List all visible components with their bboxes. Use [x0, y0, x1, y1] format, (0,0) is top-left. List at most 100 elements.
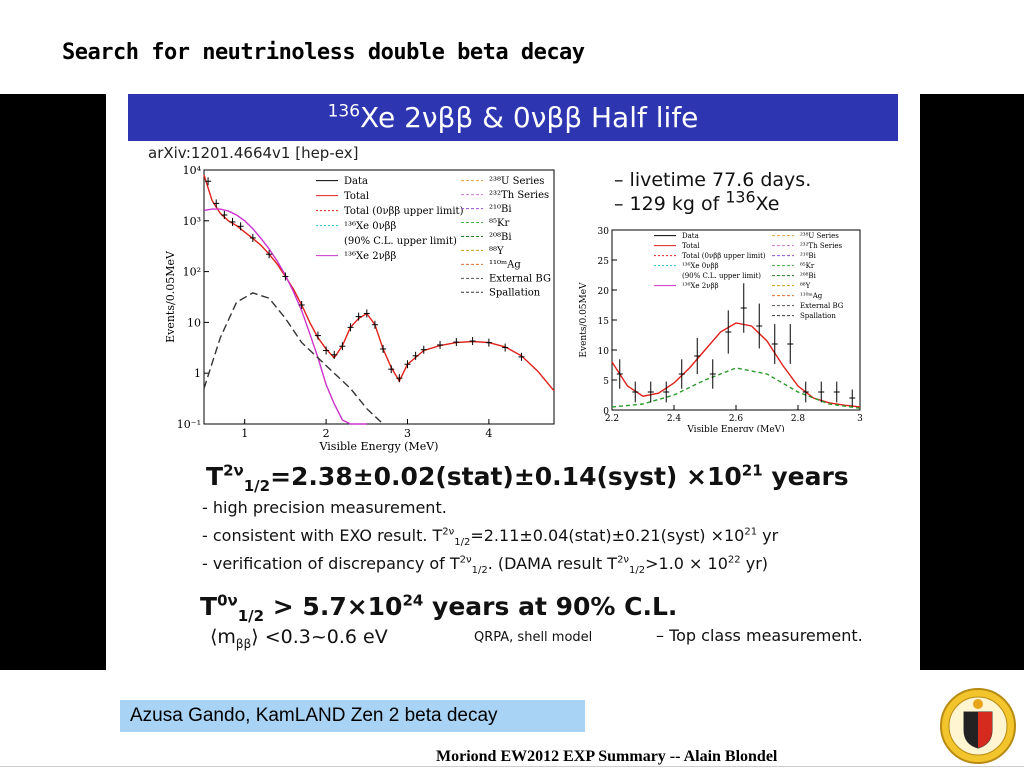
x-tick-label: 2.4 [667, 414, 682, 424]
slide-title: Search for neutrinoless double beta deca… [62, 40, 585, 65]
b3-exp: 22 [727, 554, 741, 566]
legend-entry: (90% C.L. upper limit) [682, 272, 761, 280]
r1-exp: 21 [741, 461, 763, 480]
legend-entry: Total (0νββ upper limit) [682, 252, 766, 260]
legend-entry: Data [344, 176, 368, 187]
y-tick-label: 10⁴ [183, 164, 202, 177]
spectrum-plot-full: 10⁻¹ 1 10 10² 10³ 10⁴ 1 2 3 4 Visible Energy (MeV)… [164, 164, 555, 453]
b2-text: - consistent with EXO result. T [202, 526, 443, 545]
y-tick-label: 10 [598, 347, 610, 357]
university-seal-logo [940, 688, 1016, 764]
x-tick-label: 2 [323, 427, 330, 440]
series-line [203, 292, 384, 425]
legend-entry: Total [344, 191, 369, 202]
top-class-note: – Top class measurement. [656, 626, 863, 645]
y-tick-label: 10⁻¹ [177, 418, 201, 431]
footer-divider [0, 766, 1024, 767]
legend-entry: ²³²Th Series [489, 190, 549, 201]
legend-entry: ⁸⁵Kr [800, 262, 815, 270]
legend-entry: ²¹⁰Bi [489, 204, 512, 215]
r2-value: > 5.7×10 [264, 592, 403, 621]
note-livetime: – livetime 77.6 days. [614, 168, 811, 192]
x-tick-label: 4 [485, 427, 492, 440]
series-line [611, 367, 861, 409]
note-mass: – 129 kg of 136Xe [614, 189, 811, 216]
majorana-mass-limit: ⟨mββ⟩ <0.3~0.6 eV [210, 626, 388, 651]
legend-entry: ²³²Th Series [800, 242, 842, 250]
y-tick-label: 15 [598, 317, 610, 327]
x-tick-label: 1 [241, 427, 248, 440]
legend-entry: ²⁰⁸Bi [800, 272, 817, 280]
legend-entry: External BG [800, 302, 844, 310]
model-note: QRPA, shell model [474, 630, 593, 645]
legend-entry: ¹³⁶Xe 0νββ [682, 262, 719, 270]
legend-entry: ¹³⁶Xe 2νββ [344, 251, 396, 262]
figure-panel: 136Xe 2νββ & 0νββ Half life arXiv:1201.4… [106, 94, 920, 670]
note-mass-element: Xe [755, 193, 780, 215]
r2-unit: years at 90% C.L. [423, 592, 678, 621]
r1-value: =2.38±0.02(stat)±0.14(syst) ×10 [270, 462, 742, 491]
b2-sup: 2ν [442, 526, 455, 538]
legend-entry: ¹¹⁰ᵐAg [800, 292, 823, 300]
x-tick-label: 3 [857, 414, 863, 424]
arxiv-reference: arXiv:1201.4664v1 [hep-ex] [148, 144, 359, 162]
b3-text: - verification of discrepancy of T [202, 554, 460, 573]
y-tick-label: 1 [194, 367, 201, 380]
y-tick-label: 25 [598, 257, 610, 267]
b3-sup2: 2ν [617, 554, 630, 566]
legend-entry: ⁸⁸Y [800, 282, 811, 290]
result-0nu-halflife: T0ν1/2 > 5.7×1024 years at 90% C.L. [200, 592, 678, 624]
exposure-notes: – livetime 77.6 days. – 129 kg of 136Xe [614, 168, 811, 216]
r1-unit: years [762, 462, 849, 491]
plot-frame [203, 169, 555, 425]
note-mass-text: – 129 kg of [614, 193, 726, 215]
y-axis-label: Events/0.05MeV [579, 282, 589, 358]
y-tick-label: 10 [187, 316, 201, 329]
b3-sup: 2ν [459, 554, 472, 566]
legend-entry: Total (0νββ upper limit) [344, 206, 464, 217]
mbb-sub: ββ [235, 636, 252, 651]
note-mass-isotope: 136 [725, 187, 756, 207]
y-tick-label: 5 [603, 377, 609, 387]
x-tick-label: 2.6 [729, 414, 744, 424]
legend-entry: Spallation [800, 312, 836, 320]
b3-sub: 1/2 [471, 565, 488, 577]
banner-isotope: 136 [327, 101, 361, 122]
b3-val: >1.0 × 10 [645, 554, 728, 573]
r1-sup: 2ν [223, 461, 244, 480]
r1-sub: 1/2 [243, 477, 271, 495]
x-tick-label: 3 [404, 427, 411, 440]
mbb-open: ⟨m [210, 626, 236, 648]
legend-entry: (90% C.L. upper limit) [344, 236, 457, 247]
b2-sub: 1/2 [454, 537, 471, 549]
legend-entry: ⁸⁵Kr [489, 218, 509, 229]
legend-entry: ²¹⁰Bi [800, 252, 817, 260]
x-tick-label: 2.2 [605, 414, 619, 424]
legend-entry: ²³⁸U Series [489, 176, 544, 187]
result-2nu-halflife: T2ν1/2=2.38±0.02(stat)±0.14(syst) ×1021 … [206, 461, 849, 494]
y-tick-label: 0 [603, 407, 609, 417]
y-tick-label: 10² [183, 266, 201, 279]
plot-frame [611, 229, 861, 411]
footer-text: Moriond EW2012 EXP Summary -- Alain Blon… [436, 748, 778, 765]
b2-unit: yr [757, 526, 779, 545]
b2-exp: 21 [744, 526, 758, 538]
y-tick-label: 20 [598, 287, 610, 297]
bullet-dama: - verification of discrepancy of T2ν1/2.… [202, 554, 768, 577]
b3-mid: . (DAMA result T [487, 554, 618, 573]
x-axis-label: Visible Energy (MeV) [686, 424, 784, 432]
legend-entry: ¹³⁶Xe 2νββ [682, 282, 719, 290]
x-tick-label: 2.8 [791, 414, 806, 424]
b2-val: =2.11±0.04(stat)±0.21(syst) ×10 [470, 526, 745, 545]
legend-entry: Data [682, 232, 699, 240]
r2-sub: 1/2 [237, 607, 265, 625]
r2-t: T [200, 592, 218, 621]
note-livetime-text: – livetime 77.6 days. [614, 169, 812, 191]
y-tick-label: 10³ [183, 215, 201, 228]
y-tick-label: 30 [598, 227, 610, 237]
spectrum-plot-roi: 0 5 10 15 20 25 30 2.2 2.4 2.6 2.8 3 Visible Energy … [579, 227, 863, 432]
legend-entry: ¹³⁶Xe 0νββ [344, 221, 396, 232]
figure-banner: 136Xe 2νββ & 0νββ Half life [128, 94, 898, 141]
r1-t: T [206, 462, 224, 491]
x-axis-label: Visible Energy (MeV) [319, 440, 439, 453]
